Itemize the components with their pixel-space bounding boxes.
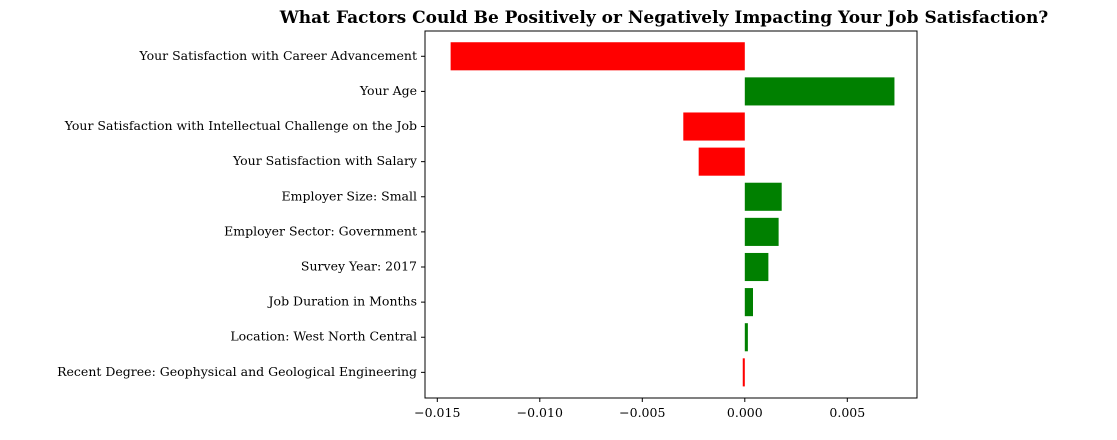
x-tick-label: 0.000: [727, 405, 763, 420]
y-tick-label: Survey Year: 2017: [301, 259, 417, 274]
bar: [698, 147, 745, 176]
bar: [744, 288, 753, 317]
y-tick-label: Employer Sector: Government: [224, 223, 417, 238]
y-tick-label: Your Age: [359, 83, 417, 98]
bar: [744, 252, 769, 282]
bar: [742, 358, 745, 387]
chart-title: What Factors Could Be Positively or Nega…: [279, 8, 1049, 28]
y-tick-label: Your Satisfaction with Career Advancemen…: [138, 48, 417, 63]
bar: [744, 323, 748, 352]
y-tick-label: Job Duration in Months: [267, 294, 417, 309]
plot-frame: [424, 30, 918, 399]
x-axis-ticks: −0.015 −0.010 −0.005 0.000 0.005: [414, 398, 865, 420]
bar: [683, 112, 745, 141]
x-tick-label: −0.010: [517, 405, 563, 420]
bar: [744, 182, 782, 211]
bar: [744, 77, 895, 106]
bars-layer: [450, 42, 895, 387]
x-tick-label: 0.005: [829, 405, 865, 420]
y-tick-label: Employer Size: Small: [281, 188, 417, 203]
y-tick-label: Your Satisfaction with Intellectual Chal…: [64, 118, 417, 133]
y-axis-ticks: Your Satisfaction with Career Advancemen…: [57, 48, 425, 379]
x-tick-label: −0.005: [619, 405, 665, 420]
bar: [450, 42, 745, 71]
x-tick-label: −0.015: [414, 405, 460, 420]
y-tick-label: Location: West North Central: [230, 329, 417, 344]
y-tick-label: Recent Degree: Geophysical and Geologica…: [57, 364, 417, 379]
y-tick-label: Your Satisfaction with Salary: [232, 153, 418, 168]
bar: [744, 217, 779, 246]
